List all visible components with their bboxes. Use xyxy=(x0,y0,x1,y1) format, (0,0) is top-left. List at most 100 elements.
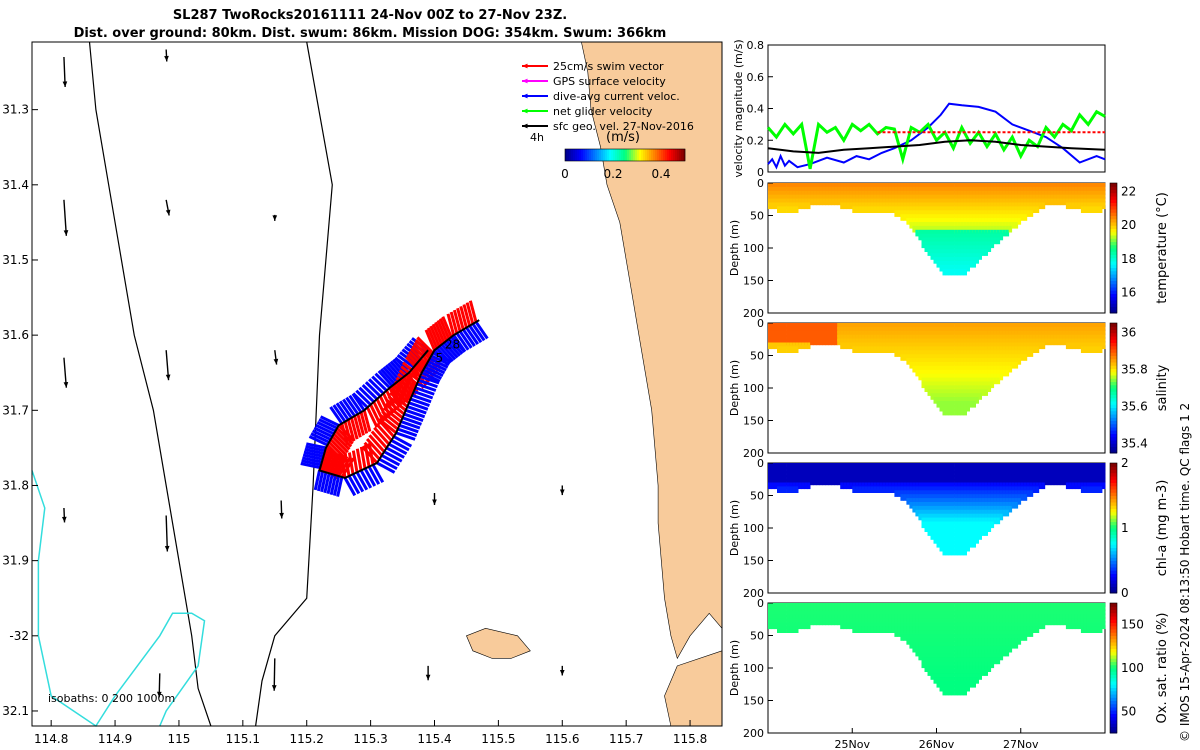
section-cell xyxy=(864,603,868,610)
section-cell xyxy=(978,638,982,645)
section-cell xyxy=(987,183,992,190)
map-colorbar-cell xyxy=(591,149,594,161)
section-cell xyxy=(1056,334,1061,342)
section-cell xyxy=(786,474,790,482)
section-cell xyxy=(918,365,922,373)
section-cell xyxy=(987,338,992,346)
section-cell xyxy=(924,463,928,470)
section-cell xyxy=(969,237,973,245)
section-cell xyxy=(933,186,937,194)
section-cell xyxy=(927,342,931,350)
section-cell xyxy=(1032,486,1037,493)
section-cell xyxy=(846,334,850,342)
section-cell xyxy=(960,338,964,346)
section-cell xyxy=(924,365,928,373)
section-cell xyxy=(966,241,970,249)
section-cell xyxy=(1099,190,1103,198)
section-cell xyxy=(864,614,868,622)
section-cell xyxy=(885,470,889,478)
section-cell xyxy=(819,190,823,198)
section-cell xyxy=(1080,474,1085,482)
section-cell xyxy=(891,206,895,213)
current-vector xyxy=(329,474,337,495)
section-cell xyxy=(987,202,992,210)
section-cell xyxy=(945,334,949,342)
map-axes-box xyxy=(31,41,723,727)
section-cell xyxy=(780,474,784,482)
section-cell xyxy=(834,478,838,486)
section-cell xyxy=(930,338,934,346)
section-cell xyxy=(924,202,928,210)
section-cell xyxy=(1032,206,1037,213)
swim-vector xyxy=(379,414,399,431)
section-cell xyxy=(903,202,907,210)
section-cell xyxy=(1093,463,1097,470)
velocity-ylabel: velocity magnitude (m/s) xyxy=(732,39,745,177)
section-cell xyxy=(771,323,775,330)
section-cell xyxy=(825,186,829,194)
section-cell xyxy=(969,661,973,669)
section-cell xyxy=(975,529,979,536)
swim-vector xyxy=(356,413,365,436)
section-cell xyxy=(882,474,886,482)
section-cell xyxy=(1002,626,1007,633)
section-colorbar-cell xyxy=(1110,381,1117,386)
section-cell xyxy=(888,183,892,190)
section-cell xyxy=(918,638,922,645)
sfc-vector-head xyxy=(63,381,69,388)
section-cell xyxy=(1008,186,1013,194)
section-cell xyxy=(933,474,937,482)
section-cell xyxy=(867,338,871,346)
section-cell xyxy=(954,645,958,653)
section-cell xyxy=(975,606,979,614)
section-cell xyxy=(939,661,943,669)
section-cell xyxy=(1053,330,1058,338)
section-cell xyxy=(816,478,820,486)
section-cell xyxy=(906,190,910,198)
section-cell xyxy=(792,323,796,330)
section-cell xyxy=(777,603,781,610)
section-cell xyxy=(1102,202,1106,210)
section-cell xyxy=(927,358,931,365)
section-cell xyxy=(918,463,922,470)
section-colorbar-cell xyxy=(1110,446,1117,451)
section-cell xyxy=(1011,346,1016,353)
section-cell xyxy=(1032,330,1037,338)
section-cell xyxy=(933,190,937,198)
section-cell xyxy=(972,202,976,210)
section-cell xyxy=(978,222,982,229)
section-cell xyxy=(915,463,919,470)
section-cell xyxy=(1002,606,1007,614)
section-cell xyxy=(1071,330,1076,338)
section-cell xyxy=(960,268,964,276)
section-cell xyxy=(771,478,775,486)
section-cell xyxy=(774,474,778,482)
section-cell xyxy=(993,470,998,478)
section-cell xyxy=(981,517,985,525)
section-cell xyxy=(855,466,859,474)
section-colorbar-cell xyxy=(1110,368,1117,373)
section-cell xyxy=(966,544,970,552)
section-cell xyxy=(939,653,943,661)
section-cell xyxy=(918,198,922,206)
section-cell xyxy=(1050,326,1055,334)
section-cell xyxy=(1017,330,1022,338)
section-cell xyxy=(954,544,958,552)
section-cell xyxy=(768,183,772,190)
section-cell xyxy=(807,194,811,202)
section-cell xyxy=(924,206,928,213)
section-cell xyxy=(780,606,784,614)
section-cell xyxy=(1047,478,1052,486)
section-cell xyxy=(939,385,943,392)
section-cell xyxy=(939,214,943,221)
section-cell xyxy=(942,377,946,385)
section-cell xyxy=(1035,186,1040,194)
section-cell xyxy=(891,626,895,633)
section-cell xyxy=(1017,606,1022,614)
section-cell xyxy=(879,486,883,493)
section-cell xyxy=(879,323,883,330)
section-cell xyxy=(972,677,976,684)
section-colorbar-cell xyxy=(1110,222,1117,226)
section-cell xyxy=(1035,202,1040,210)
section-cell xyxy=(945,505,949,513)
